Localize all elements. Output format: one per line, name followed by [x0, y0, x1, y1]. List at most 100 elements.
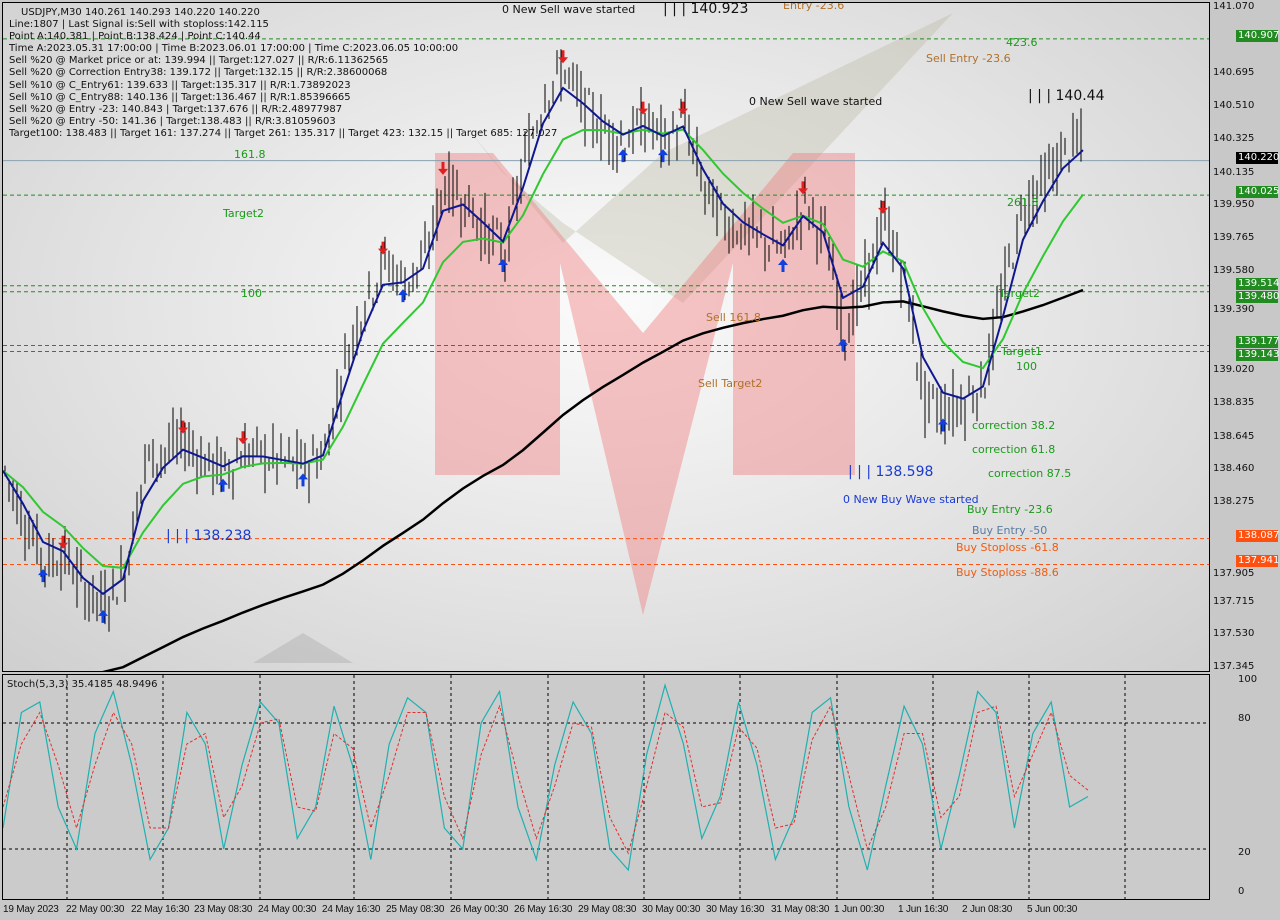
time-tick-label: 23 May 08:30 [194, 904, 253, 915]
fib-100-label: 100 [241, 287, 262, 300]
fast-ma-line [3, 86, 1084, 596]
price-level-tag: 140.025 [1236, 186, 1280, 199]
stochastic-plot [3, 675, 1209, 899]
low2-label: | | | 138.598 [848, 464, 934, 480]
stochastic-panel[interactable]: Stoch(5,3,3) 35.4185 48.9496 [2, 674, 1210, 900]
price-level-tag: 139.514 [1236, 278, 1280, 291]
sell-entry-top-label: Entry -23.6 [783, 2, 845, 12]
sell-arrow-icon [238, 431, 248, 445]
price-tick-label: 139.580 [1213, 265, 1255, 277]
time-tick-label: 24 May 00:30 [258, 904, 317, 915]
price-tick-label: 140.135 [1213, 166, 1255, 178]
time-tick-label: 29 May 08:30 [578, 904, 637, 915]
correction-38-label: correction 38.2 [972, 419, 1056, 432]
info-line: Sell %20 @ Entry -23: 140.843 | Target:1… [9, 103, 343, 115]
buy-arrow-icon [938, 418, 948, 432]
buy-arrow-icon [38, 569, 48, 583]
time-tick-label: 25 May 08:30 [386, 904, 445, 915]
buy-stoploss-88-label: Buy Stoploss -88.6 [956, 566, 1059, 579]
buy-arrow-icon [618, 149, 628, 163]
sell-arrow-icon [58, 535, 68, 549]
sell-arrow-icon [378, 241, 388, 255]
stoch-tick-label: 80 [1238, 713, 1251, 724]
price-tick-label: 137.530 [1213, 628, 1255, 640]
info-line: Time A:2023.05.31 17:00:00 | Time B:2023… [9, 43, 459, 55]
price-level-tag: 140.907 [1236, 29, 1280, 42]
buy-arrow-icon [838, 338, 848, 352]
peak2-label: | | | 140.44 [1028, 88, 1105, 104]
time-tick-label: 24 May 16:30 [322, 904, 381, 915]
price-tick-label: 140.325 [1213, 133, 1255, 144]
buy-arrow-icon [778, 258, 788, 272]
buy-stoploss-61-label: Buy Stoploss -61.8 [956, 541, 1059, 554]
price-level-tag: 138.087 [1236, 529, 1280, 542]
new-buy-label: 0 New Buy Wave started [843, 493, 979, 506]
buy-arrow-icon [658, 149, 668, 163]
time-tick-label: 19 May 2023 [3, 904, 59, 915]
sell-arrow-icon [638, 101, 648, 115]
info-line: Sell %10 @ C_Entry61: 139.633 || Target:… [9, 79, 351, 91]
fib-423-label: 423.6 [1006, 36, 1038, 49]
info-line: Line:1807 | Last Signal is:Sell with sto… [9, 19, 269, 31]
time-tick-label: 31 May 08:30 [771, 904, 830, 915]
price-tick-label: 137.345 [1213, 661, 1255, 673]
info-line: Target100: 138.483 || Target 161: 137.27… [9, 127, 558, 139]
correction-87-label: correction 87.5 [988, 467, 1072, 480]
target2-right-label: Target2 [999, 287, 1041, 300]
sell-arrow-icon [678, 101, 688, 115]
symbol-line: USDJPY,M30 140.261 140.293 140.220 140.2… [21, 7, 260, 18]
info-line: Sell %20 @ Market price or at: 139.994 |… [9, 55, 389, 67]
stoch-tick-label: 20 [1238, 847, 1251, 858]
sell-entry-label: Sell Entry -23.6 [926, 52, 1011, 65]
watermark-logo [253, 13, 953, 663]
time-tick-label: 2 Jun 08:30 [962, 904, 1013, 915]
time-tick-label: 22 May 00:30 [66, 904, 125, 915]
info-panel: USDJPY,M30 140.261 140.293 140.220 140.2… [9, 7, 557, 140]
price-tick-label: 138.460 [1213, 463, 1255, 475]
info-line: Sell %20 @ Correction Entry38: 139.172 |… [9, 67, 388, 79]
price-chart[interactable]: USDJPY,M30 140.261 140.293 140.220 140.2… [2, 2, 1210, 672]
time-tick-label: 5 Jun 00:30 [1027, 904, 1078, 915]
fib-261-right-label: 261.8 [1007, 196, 1039, 209]
time-tick-label: 30 May 00:30 [642, 904, 701, 915]
stoch-tick-label: 0 [1238, 886, 1245, 897]
fib-100-right-label: 100 [1016, 360, 1037, 373]
price-tick-label: 139.020 [1213, 364, 1255, 376]
buy-arrow-icon [398, 289, 408, 303]
price-tick-label: 137.905 [1213, 568, 1255, 580]
mid-ma-line [3, 128, 1084, 569]
price-level-tag: 139.143 [1236, 349, 1280, 362]
target2-label: Target2 [223, 207, 265, 220]
price-level-tag: 139.177 [1236, 336, 1280, 349]
stoch-title: Stoch(5,3,3) 35.4185 48.9496 [7, 679, 158, 690]
low-label: | | | 138.238 [166, 528, 252, 544]
sell-arrow-icon [798, 181, 808, 195]
price-tick-label: 141.070 [1213, 1, 1255, 12]
time-tick-label: 1 Jun 16:30 [898, 904, 949, 915]
info-line: Point A:140.381 | Point B:138.424 | Poin… [9, 31, 261, 43]
new-sell-label: 0 New Sell wave started [502, 3, 636, 16]
sell-arrow-icon [878, 200, 888, 214]
time-tick-label: 26 May 16:30 [514, 904, 573, 915]
current-price-tag: 140.220 [1236, 151, 1280, 164]
price-tick-label: 139.950 [1213, 199, 1255, 211]
price-tick-label: 138.275 [1213, 496, 1255, 508]
price-tick-label: 140.695 [1213, 67, 1255, 79]
price-tick-label: 140.510 [1213, 100, 1255, 112]
sell-target2-label: Sell Target2 [698, 377, 763, 390]
stoch-signal-line [3, 704, 1089, 855]
sell-161-label: Sell 161.8 [706, 311, 761, 324]
peak-label: | | | 140.923 [663, 2, 749, 17]
buy-arrow-icon [498, 258, 508, 272]
sell-arrow-icon [558, 50, 568, 64]
buy-arrow-icon [218, 478, 228, 492]
sell-arrow-icon [438, 161, 448, 175]
buy-arrow-icon [298, 473, 308, 487]
time-tick-label: 26 May 00:30 [450, 904, 509, 915]
time-tick-label: 30 May 16:30 [706, 904, 765, 915]
time-tick-label: 22 May 16:30 [131, 904, 190, 915]
price-tick-label: 137.715 [1213, 595, 1255, 607]
price-level-tag: 137.941 [1236, 555, 1280, 568]
buy-arrow-icon [98, 609, 108, 623]
stoch-main-line [3, 683, 1089, 872]
